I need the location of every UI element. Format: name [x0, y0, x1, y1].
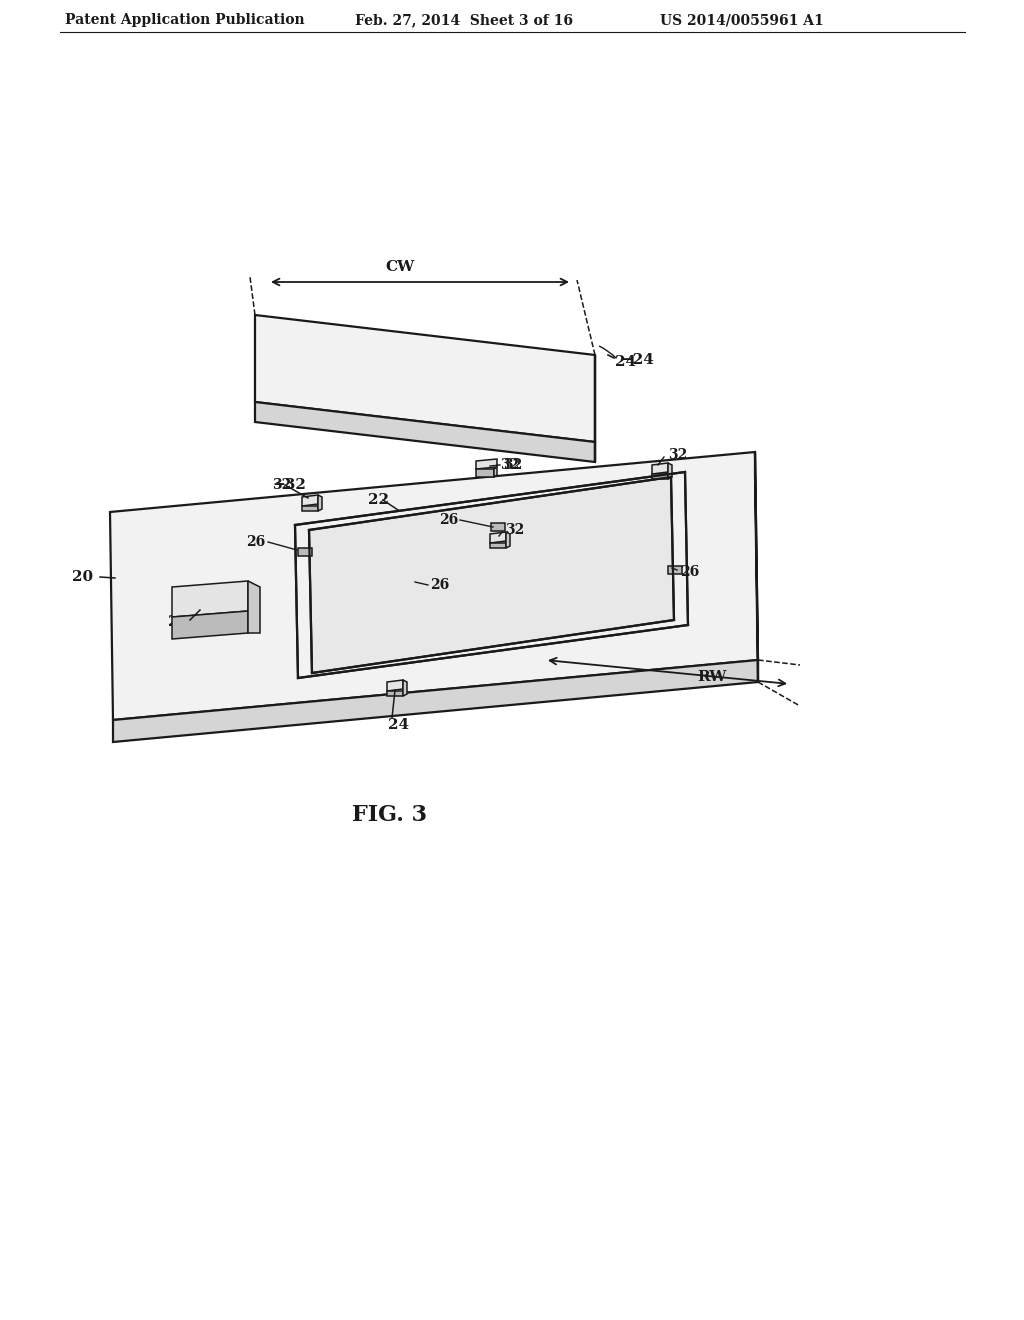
Polygon shape	[494, 467, 497, 477]
Text: RW: RW	[697, 671, 726, 684]
Polygon shape	[113, 660, 758, 742]
Text: 32: 32	[505, 523, 524, 537]
Text: Patent Application Publication: Patent Application Publication	[65, 13, 304, 26]
Polygon shape	[403, 680, 407, 696]
Polygon shape	[248, 581, 260, 634]
Text: 32: 32	[668, 447, 687, 462]
Polygon shape	[490, 543, 506, 548]
Polygon shape	[652, 463, 668, 474]
Text: US 2014/0055961 A1: US 2014/0055961 A1	[660, 13, 823, 26]
Polygon shape	[476, 459, 497, 469]
Text: 32: 32	[503, 458, 522, 473]
Text: 32: 32	[272, 478, 291, 492]
Text: CW: CW	[385, 260, 415, 275]
Text: Feb. 27, 2014  Sheet 3 of 16: Feb. 27, 2014 Sheet 3 of 16	[355, 13, 573, 26]
Text: 22: 22	[368, 492, 389, 507]
Text: 24: 24	[388, 718, 410, 733]
Polygon shape	[476, 469, 494, 477]
Polygon shape	[318, 495, 322, 511]
Text: 32: 32	[500, 458, 519, 473]
Text: 24: 24	[615, 355, 636, 370]
Polygon shape	[668, 463, 672, 479]
Polygon shape	[387, 690, 403, 696]
Polygon shape	[755, 451, 758, 682]
Polygon shape	[490, 532, 506, 543]
Polygon shape	[110, 451, 758, 719]
Polygon shape	[255, 315, 595, 442]
Polygon shape	[255, 403, 595, 462]
Polygon shape	[302, 495, 318, 506]
Polygon shape	[309, 477, 674, 673]
Polygon shape	[490, 523, 505, 531]
Polygon shape	[172, 611, 248, 639]
Polygon shape	[172, 581, 248, 616]
Polygon shape	[652, 474, 668, 479]
Text: 26: 26	[430, 578, 450, 591]
Text: 26: 26	[680, 565, 699, 579]
Polygon shape	[387, 680, 403, 690]
Text: −32: −32	[272, 478, 306, 492]
Text: 24: 24	[168, 615, 189, 630]
Polygon shape	[302, 506, 318, 511]
Text: 26: 26	[438, 513, 458, 527]
Text: FIG. 3: FIG. 3	[352, 804, 427, 826]
Text: −24: −24	[620, 352, 654, 367]
Polygon shape	[295, 473, 688, 678]
Polygon shape	[668, 566, 682, 574]
Text: 26: 26	[246, 535, 265, 549]
Polygon shape	[298, 548, 312, 556]
Text: 20: 20	[72, 570, 93, 583]
Polygon shape	[506, 532, 510, 548]
